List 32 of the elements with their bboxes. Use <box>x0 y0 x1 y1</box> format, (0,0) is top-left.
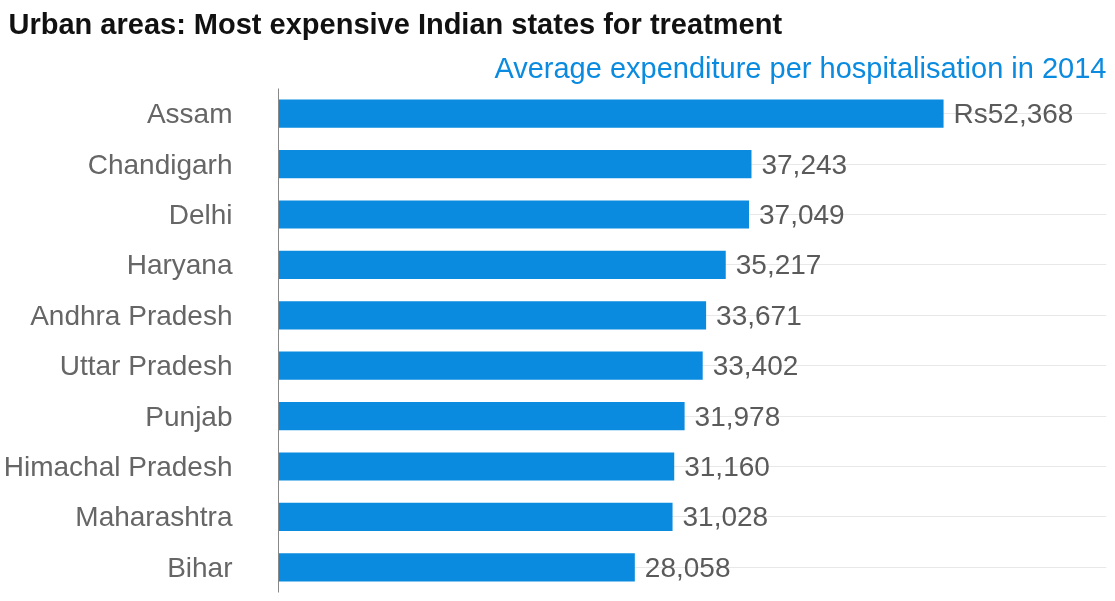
bar <box>278 502 673 532</box>
bar <box>278 99 944 128</box>
y-tick-label: Haryana <box>126 249 233 281</box>
y-tick-label: Punjab <box>145 400 233 432</box>
bar <box>278 301 707 330</box>
y-tick-label: Chandigarh <box>87 148 233 180</box>
data-label: 31,160 <box>684 451 770 482</box>
data-label: 35,217 <box>735 249 822 281</box>
bar <box>278 200 750 229</box>
data-label: 33,671 <box>716 299 802 331</box>
data-label: 37,049 <box>759 199 845 230</box>
bar <box>278 351 703 380</box>
data-label: Rs52,368 <box>953 98 1074 130</box>
bar <box>278 149 752 179</box>
y-tick-label: Andhra Pradesh <box>30 299 233 331</box>
chart-subtitle: Average expenditure per hospitalisation in 2014 <box>494 51 1107 84</box>
y-tick-label: Himachal Pradesh <box>3 451 233 482</box>
y-tick-label: Uttar Pradesh <box>59 350 233 382</box>
y-tick-label: Delhi <box>168 199 233 230</box>
data-label: 31,978 <box>694 400 781 432</box>
data-label: 28,058 <box>644 551 731 583</box>
chart-title: Urban areas: Most expensive Indian states for treatment <box>8 7 783 40</box>
y-tick-label: Maharashtra <box>75 501 233 533</box>
data-label: 37,243 <box>761 148 848 180</box>
data-label: 31,028 <box>682 501 769 533</box>
y-tick-label: Bihar <box>167 551 233 583</box>
y-tick-label: Assam <box>146 98 233 130</box>
bar <box>278 250 726 280</box>
bar <box>278 553 635 582</box>
data-label: 33,402 <box>712 350 799 382</box>
bar <box>278 401 685 431</box>
bar <box>278 452 675 481</box>
